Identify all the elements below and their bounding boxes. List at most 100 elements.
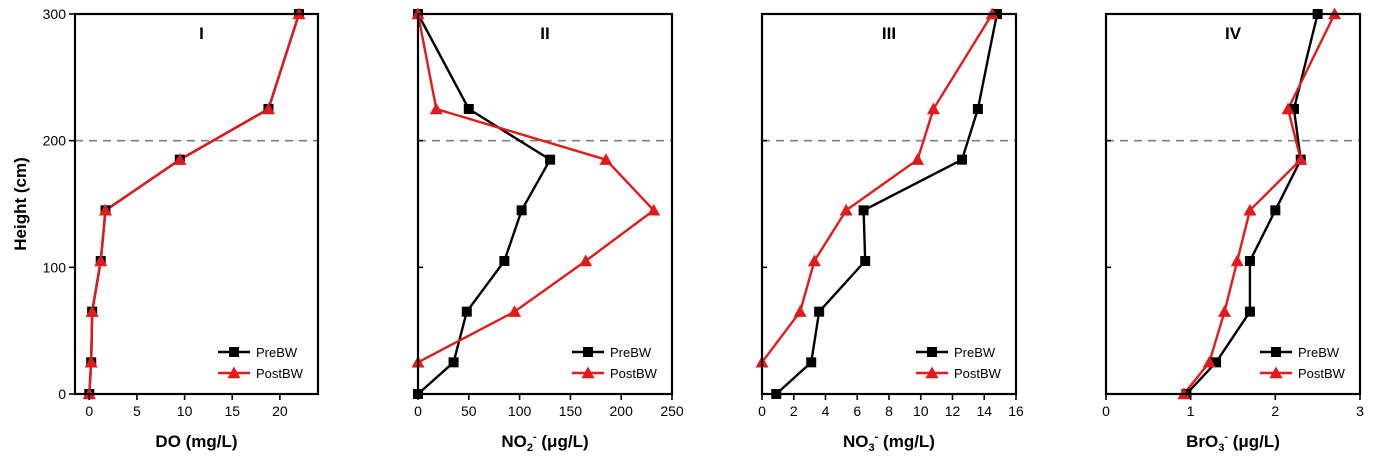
series-line-postbw xyxy=(1182,13,1336,395)
data-point-prebw xyxy=(972,104,983,114)
x-tick-label: 0 xyxy=(758,403,766,419)
x-tick-label: 6 xyxy=(853,403,861,419)
x-tick-label: 15 xyxy=(224,403,240,419)
data-point-postbw xyxy=(94,254,108,267)
x-axis-title-sup: - xyxy=(1224,431,1228,443)
data-point-postbw xyxy=(1294,153,1308,165)
data-point-postbw xyxy=(85,305,99,317)
x-tick-label: 250 xyxy=(660,403,684,419)
data-point-prebw xyxy=(463,104,474,114)
x-tick-label: 100 xyxy=(508,403,532,419)
x-axis-title-sup: - xyxy=(533,431,537,443)
x-tick-label: 200 xyxy=(610,403,634,419)
x-tick-label: 14 xyxy=(976,403,992,419)
y-tick-label: 100 xyxy=(43,259,67,275)
x-axis-title: BrO3- (μg/L) xyxy=(1186,431,1280,454)
panel-label: I xyxy=(199,24,204,43)
x-axis-title-sub: 3 xyxy=(869,442,875,454)
data-point-postbw xyxy=(839,203,853,216)
y-tick-label: 200 xyxy=(43,133,67,149)
data-point-postbw xyxy=(1243,203,1257,216)
x-axis-title: NO3- (mg/L) xyxy=(843,431,935,454)
plot-frame xyxy=(73,12,320,396)
x-tick-label: 5 xyxy=(133,403,141,419)
data-point-prebw xyxy=(957,154,968,165)
x-axis-title-unit: (μg/L) xyxy=(1228,432,1280,451)
legend-marker-postbw xyxy=(227,366,241,379)
x-tick-label: 0 xyxy=(85,403,93,419)
series-line-postbw xyxy=(416,13,655,364)
x-axis-title-main: BrO xyxy=(1186,432,1218,451)
data-point-postbw xyxy=(429,102,443,115)
data-point-prebw xyxy=(461,306,472,317)
x-axis-title-unit: (mg/L) xyxy=(878,432,935,451)
series-line-prebw xyxy=(775,13,999,395)
legend-marker-prebw xyxy=(927,347,937,357)
data-point-postbw xyxy=(1218,305,1232,317)
x-tick-label: 50 xyxy=(461,403,477,419)
x-axis-title: DO (mg/L) xyxy=(155,432,237,451)
series-line-prebw xyxy=(1185,13,1319,395)
legend: PreBW PostBW xyxy=(1260,345,1346,381)
x-tick-label: 2 xyxy=(1271,403,1279,419)
legend-label-prebw: PreBW xyxy=(1298,345,1340,360)
data-point-postbw xyxy=(1202,355,1216,368)
series-line-prebw xyxy=(416,13,552,395)
legend-marker-prebw xyxy=(229,347,239,357)
data-point-prebw xyxy=(858,205,869,216)
x-axis-title: NO2- (μg/L) xyxy=(501,431,588,454)
x-axis-title-main: DO (mg/L) xyxy=(155,432,237,451)
x-axis-title-unit: (μg/L) xyxy=(537,432,589,451)
legend-label-prebw: PreBW xyxy=(954,345,996,360)
x-tick-label: 4 xyxy=(822,403,830,419)
data-point-prebw xyxy=(1211,357,1222,368)
data-point-postbw xyxy=(1230,254,1244,267)
data-point-postbw xyxy=(911,153,925,165)
data-point-prebw xyxy=(448,357,459,368)
data-point-postbw xyxy=(261,102,275,115)
data-point-prebw xyxy=(516,205,527,216)
data-point-postbw xyxy=(926,102,940,115)
data-point-prebw xyxy=(1288,104,1299,114)
x-tick-label: 3 xyxy=(1356,403,1364,419)
x-tick-label: 150 xyxy=(559,403,583,419)
legend-label-prebw: PreBW xyxy=(256,345,298,360)
plot-frame xyxy=(1104,12,1362,396)
x-tick-label: 20 xyxy=(272,403,288,419)
x-tick-label: 8 xyxy=(885,403,893,419)
panel-3: 0 2 4 6 8 10 12 14 16 III NO3- (mg/L) PreBW PostBW xyxy=(755,7,1024,454)
panel-label: III xyxy=(882,24,896,43)
legend-label-prebw: PreBW xyxy=(610,345,652,360)
y-tick-label: 0 xyxy=(58,386,66,402)
x-tick-label: 10 xyxy=(913,403,929,419)
x-axis-title-sub: 3 xyxy=(1218,442,1224,454)
data-point-prebw xyxy=(1244,306,1255,317)
data-point-postbw xyxy=(84,355,98,368)
data-point-postbw xyxy=(647,203,661,216)
x-tick-label: 1 xyxy=(1187,403,1195,419)
x-axis-title-main: NO xyxy=(843,432,869,451)
x-tick-label: 0 xyxy=(1102,403,1110,419)
x-tick-label: 10 xyxy=(177,403,193,419)
legend-marker-prebw xyxy=(583,347,593,357)
data-point-postbw xyxy=(1281,102,1295,115)
data-point-prebw xyxy=(1270,205,1281,216)
legend-marker-postbw xyxy=(925,366,939,379)
series-line-postbw xyxy=(761,13,994,364)
x-axis-title-sub: 2 xyxy=(527,442,533,454)
data-point-postbw xyxy=(807,254,821,267)
data-point-prebw xyxy=(814,306,825,317)
legend-label-postbw: PostBW xyxy=(1298,366,1346,381)
data-point-prebw xyxy=(860,256,871,266)
legend-label-postbw: PostBW xyxy=(954,366,1002,381)
data-point-prebw xyxy=(806,357,817,368)
y-axis-title: Height (cm) xyxy=(11,157,30,251)
panel-label: IV xyxy=(1225,24,1242,43)
series-line-prebw xyxy=(88,13,301,395)
legend: PreBW PostBW xyxy=(572,345,658,381)
x-tick-label: 12 xyxy=(945,403,961,419)
legend-marker-prebw xyxy=(1271,347,1281,357)
